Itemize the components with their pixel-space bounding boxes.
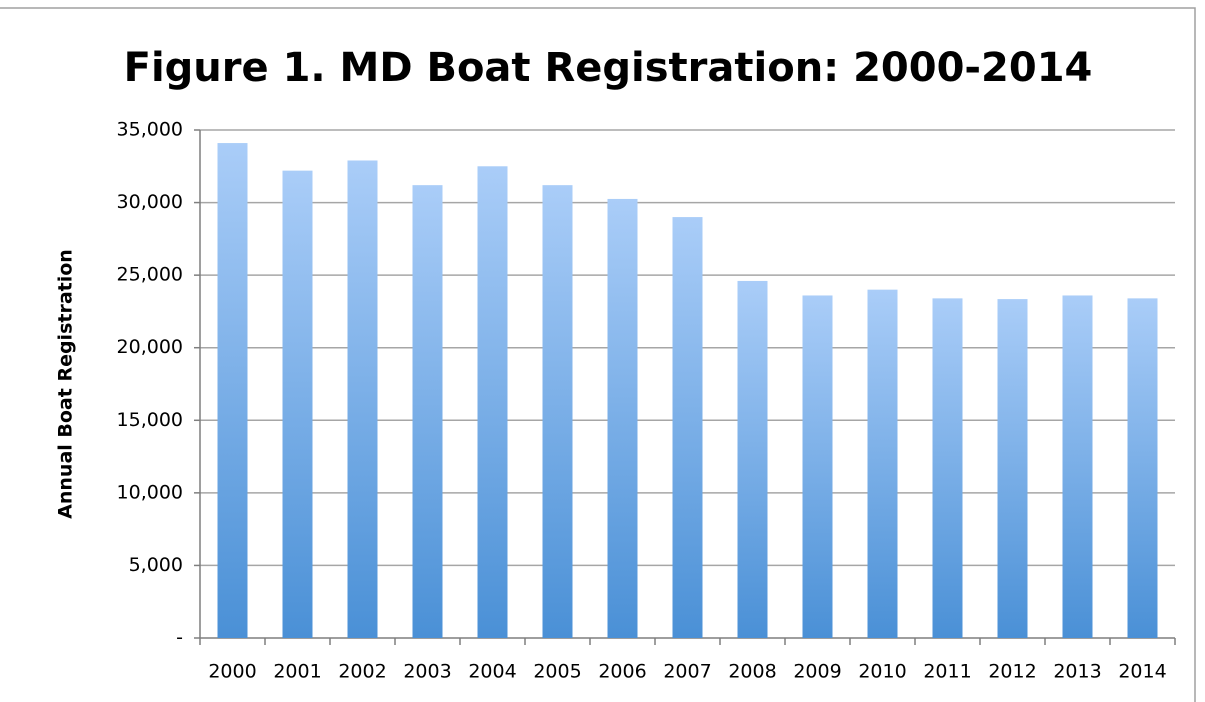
x-tick-label: 2003 <box>403 661 451 683</box>
chart-title: Figure 1. MD Boat Registration: 2000-201… <box>124 45 1093 91</box>
y-tick-label: 35,000 <box>117 119 183 141</box>
x-tick-label: 2005 <box>533 661 581 683</box>
x-tick-label: 2000 <box>208 661 256 683</box>
bar <box>737 280 768 638</box>
bar <box>282 170 313 638</box>
y-tick-label: 20,000 <box>117 336 183 358</box>
bar <box>607 198 638 638</box>
y-tick-label: 10,000 <box>117 481 183 503</box>
y-tick-label: 15,000 <box>117 409 183 431</box>
bar <box>867 289 898 638</box>
bar <box>412 185 443 638</box>
x-tick-label: 2014 <box>1118 661 1166 683</box>
x-tick-label: 2012 <box>988 661 1036 683</box>
x-tick-label: 2001 <box>273 661 321 683</box>
x-tick-label: 2002 <box>338 661 386 683</box>
y-axis-title: Annual Boat Registration <box>55 249 77 519</box>
bar <box>997 299 1028 638</box>
y-tick-label: 5,000 <box>129 554 183 576</box>
bar <box>542 185 573 638</box>
bar <box>1127 298 1158 638</box>
bar <box>672 217 703 639</box>
x-tick-label: 2004 <box>468 661 516 683</box>
x-tick-label: 2013 <box>1053 661 1101 683</box>
chart-frame <box>0 7 1196 702</box>
y-tick-label: - <box>176 627 183 649</box>
bar <box>802 295 833 638</box>
x-tick-label: 2006 <box>598 661 646 683</box>
x-tick-label: 2008 <box>728 661 776 683</box>
bar <box>347 160 378 639</box>
y-tick-label: 25,000 <box>117 264 183 286</box>
bar <box>217 143 248 638</box>
y-tick-label: 30,000 <box>117 191 183 213</box>
x-tick-label: 2010 <box>858 661 906 683</box>
x-tick-label: 2011 <box>923 661 971 683</box>
x-tick-label: 2009 <box>793 661 841 683</box>
bar <box>932 298 963 638</box>
x-tick-label: 2007 <box>663 661 711 683</box>
bar <box>1062 295 1093 638</box>
bar <box>477 166 508 639</box>
